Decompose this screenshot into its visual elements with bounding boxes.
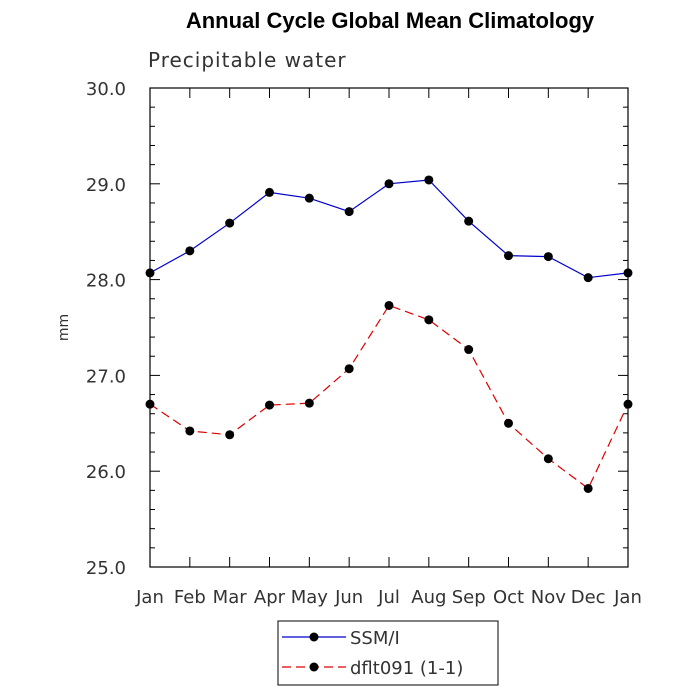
data-point [145, 399, 155, 409]
y-tick-label: 28.0 [86, 271, 126, 292]
x-tick-label: Jul [377, 587, 400, 608]
data-point [424, 315, 434, 325]
data-point [265, 187, 274, 197]
legend-item: dflt091 (1-1) [282, 658, 463, 679]
legend-label: SSM/I [350, 628, 400, 649]
data-point [304, 398, 314, 408]
data-point [344, 364, 354, 374]
x-tick-label: Oct [493, 587, 524, 608]
x-tick-label: Apr [254, 587, 286, 608]
x-tick-label: May [291, 587, 329, 608]
x-tick-label: Sep [452, 587, 486, 608]
data-point [145, 268, 155, 278]
x-tick-label: Jan [613, 587, 642, 608]
y-tick-label: 26.0 [86, 462, 126, 483]
data-point [225, 430, 235, 440]
data-point [185, 426, 195, 436]
plot-border [149, 87, 629, 568]
data-point [424, 175, 434, 185]
data-point [384, 179, 394, 189]
data-point [464, 216, 474, 226]
data-point [583, 483, 593, 493]
legend-label: dflt091 (1-1) [350, 658, 463, 679]
x-tick-label: Feb [174, 587, 206, 608]
x-tick-label: Aug [411, 587, 446, 608]
series-line [149, 179, 629, 279]
data-point [344, 207, 354, 217]
data-point [265, 400, 274, 410]
series-2 [145, 300, 633, 493]
series-line [149, 304, 629, 490]
x-tick-label: Jan [135, 587, 164, 608]
data-point [583, 273, 593, 283]
data-point [504, 418, 513, 428]
data-point [623, 268, 633, 278]
data-point [543, 454, 553, 464]
data-point [185, 246, 195, 256]
series-1 [145, 175, 633, 283]
data-point [464, 345, 474, 355]
data-point [304, 193, 314, 203]
data-point [384, 300, 394, 310]
chart-subtitle: Precipitable water [148, 48, 347, 72]
data-point [225, 218, 235, 228]
legend-marker [309, 662, 319, 672]
series-layer [145, 175, 633, 493]
x-tick-label: Nov [531, 587, 566, 608]
legend-box [277, 620, 499, 686]
x-tick-label: Dec [571, 587, 606, 608]
plot-frame [149, 87, 629, 568]
y-tick-label: 29.0 [86, 175, 126, 196]
legend-item: SSM/I [282, 628, 400, 649]
x-tick-label: Mar [213, 587, 248, 608]
data-point [504, 251, 513, 261]
data-point [623, 399, 633, 409]
chart-title: Annual Cycle Global Mean Climatology [185, 8, 595, 33]
y-axis-ticks: 25.0 26.0 27.0 28.0 29.0 30.0 [86, 79, 628, 579]
y-tick-label: 27.0 [86, 366, 126, 387]
y-tick-label: 30.0 [86, 79, 126, 100]
legend-marker [309, 632, 319, 642]
y-axis-label: mm [56, 314, 72, 341]
y-tick-label: 25.0 [86, 558, 126, 579]
x-axis-ticks: Jan Feb Mar Apr May Jun Jul Aug Sep Oct Nov Dec Jan [135, 88, 642, 608]
legend: SSM/I dflt091 (1-1) [277, 620, 499, 686]
x-tick-label: Jun [334, 587, 363, 608]
data-point [543, 252, 553, 262]
